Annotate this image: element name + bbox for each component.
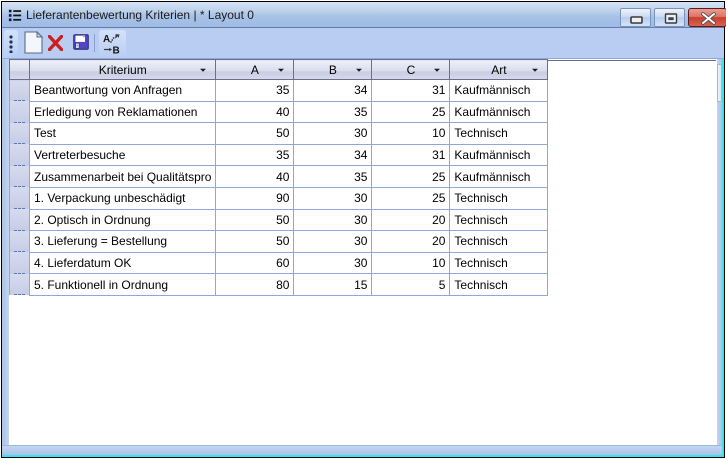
- svg-text:A: A: [103, 34, 110, 45]
- svg-text:B: B: [113, 46, 120, 56]
